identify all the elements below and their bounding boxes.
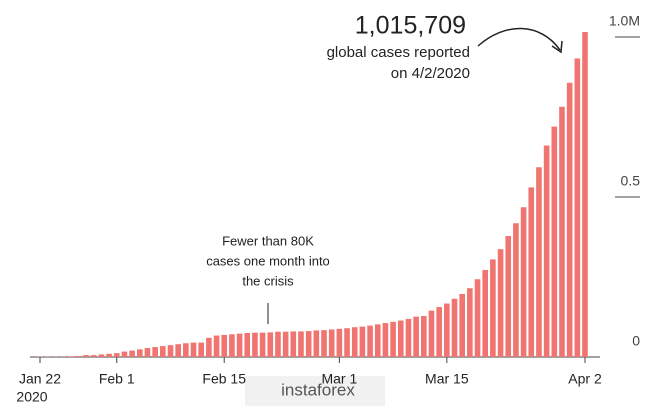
y-tick-label: 1.0M: [609, 13, 640, 29]
watermark-box: [245, 376, 385, 406]
bar: [444, 303, 450, 357]
bar: [367, 325, 373, 357]
x-tick-label: Mar 15: [425, 371, 469, 387]
bar: [113, 353, 120, 357]
bar: [405, 318, 412, 357]
bar: [467, 288, 473, 357]
bar: [229, 334, 235, 357]
bar: [413, 316, 419, 357]
bar: [198, 342, 204, 357]
bar: [520, 207, 527, 357]
bar: [121, 351, 128, 357]
bar: [482, 269, 489, 357]
bar: [359, 326, 366, 357]
bar: [90, 355, 97, 357]
bar: [374, 324, 381, 357]
bar: [136, 349, 143, 357]
x-tick-label: Mar 1: [321, 371, 357, 387]
bar: [282, 331, 289, 357]
bar: [313, 330, 320, 357]
bar: [206, 337, 212, 357]
bar: [397, 320, 404, 357]
x-tick-label: Jan 22: [19, 371, 61, 387]
annotation: global cases reported: [327, 44, 470, 61]
bar: [513, 223, 519, 357]
bar: [305, 331, 312, 357]
bar: [390, 321, 396, 357]
bar: [221, 334, 228, 357]
bar: [290, 331, 297, 357]
bar: [474, 279, 481, 357]
bar: [106, 353, 112, 357]
bar: [328, 329, 335, 357]
bar: [298, 331, 304, 357]
bar: [382, 323, 389, 357]
x-tick-label: Feb 15: [202, 371, 246, 387]
bar: [459, 293, 465, 357]
bar: [436, 307, 442, 357]
bar: [582, 31, 588, 358]
bar: [497, 249, 504, 357]
annotation: Fewer than 80K: [222, 233, 314, 248]
bar: [167, 345, 174, 357]
bar: [536, 167, 542, 357]
x-year-label: 2020: [16, 389, 47, 405]
bar: [528, 187, 535, 357]
bar: [67, 356, 74, 357]
y-tick-label: 0.5: [621, 173, 641, 189]
bar: [175, 344, 181, 357]
bar: [144, 348, 151, 357]
bar: [244, 333, 251, 357]
annotation: 1,015,709: [355, 12, 466, 40]
bar: [160, 346, 166, 357]
bar: [259, 332, 266, 357]
bar: [190, 342, 197, 357]
bar: [490, 259, 496, 357]
bar: [75, 356, 82, 357]
bar: [236, 333, 243, 357]
annotation: on 4/2/2020: [391, 65, 470, 82]
x-tick-label: Feb 1: [99, 371, 135, 387]
bar: [551, 126, 558, 357]
bar: [566, 82, 573, 357]
bar: [351, 327, 358, 357]
bar: [267, 332, 274, 357]
arrow-head: [551, 40, 563, 54]
bar: [421, 316, 427, 357]
watermark: instaforex: [281, 380, 355, 399]
annotation: the crisis: [242, 273, 294, 288]
bar: [574, 58, 581, 357]
bar: [213, 335, 220, 357]
bar: [451, 298, 458, 357]
bar: [336, 328, 343, 357]
bar: [543, 145, 550, 357]
bar: [275, 331, 281, 357]
bar: [505, 236, 512, 357]
bar: [428, 310, 435, 357]
annotation-arrow: [477, 27, 561, 51]
bar: [152, 347, 158, 357]
annotation: cases one month into: [206, 253, 330, 268]
bar: [83, 355, 89, 357]
y-tick-label: 0: [632, 333, 640, 349]
bar: [252, 332, 258, 357]
bar: [98, 354, 105, 357]
bar: [321, 330, 327, 357]
x-tick-label: Apr 2: [568, 371, 602, 387]
bar: [559, 106, 565, 357]
bar: [183, 343, 189, 357]
bar: [129, 350, 135, 357]
bar: [344, 328, 350, 357]
